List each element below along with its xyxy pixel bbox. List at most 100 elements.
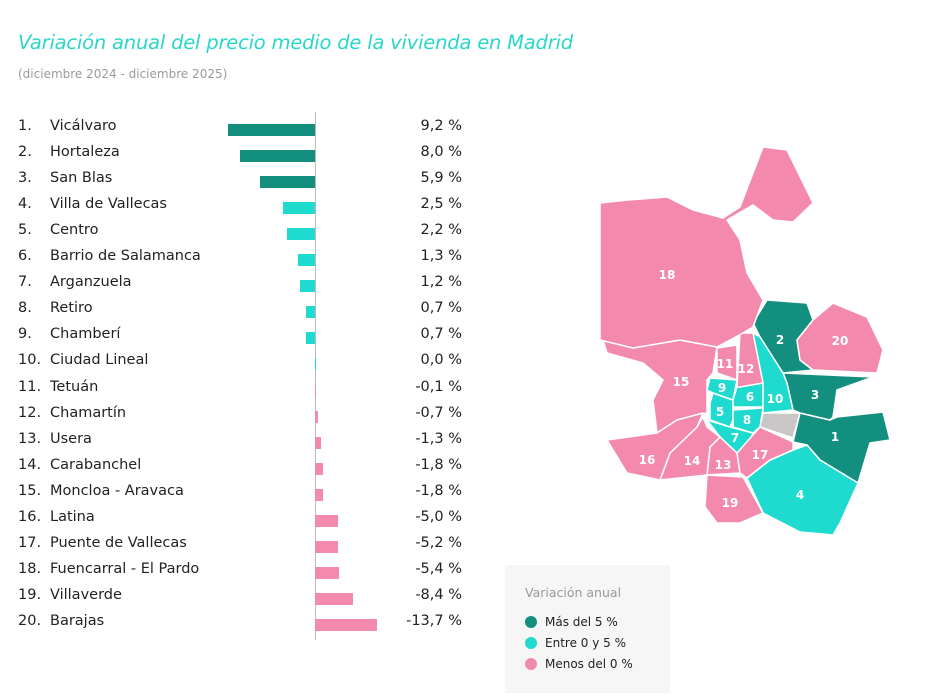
district-name: Arganzuela — [50, 274, 132, 291]
chart-title: Variación anual del precio medio de la v… — [18, 31, 573, 54]
district-11 — [716, 344, 738, 381]
legend-dot-icon — [525, 658, 537, 670]
district-name: Centro — [50, 222, 99, 239]
district-number-label: 6 — [746, 390, 754, 404]
rank: 14. — [18, 456, 42, 473]
value-label: -8,4 % — [415, 586, 462, 603]
rank: 7. — [18, 274, 32, 291]
legend-dot-icon — [525, 637, 537, 649]
rank: 5. — [18, 222, 32, 239]
ranking-row: 14. Carabanchel -1,8 % — [0, 457, 480, 483]
district-name: Ciudad Lineal — [50, 352, 149, 369]
district-number-label: 18 — [659, 268, 676, 282]
bar — [315, 410, 319, 423]
bar — [305, 306, 315, 319]
bar — [259, 176, 315, 189]
district-name: Retiro — [50, 300, 93, 317]
ranking-row: 18. Fuencarral - El Pardo -5,4 % — [0, 561, 480, 587]
chart-subtitle: (diciembre 2024 - diciembre 2025) — [18, 67, 228, 81]
ranking-row: 7. Arganzuela 1,2 % — [0, 274, 480, 300]
district-number-label: 19 — [722, 496, 739, 510]
ranking-row: 2. Hortaleza 8,0 % — [0, 144, 480, 170]
value-label: -0,7 % — [415, 404, 462, 421]
rank: 1. — [18, 118, 32, 134]
legend-dot-icon — [525, 616, 537, 628]
rank: 3. — [18, 170, 32, 187]
rank: 2. — [18, 144, 32, 161]
rank: 16. — [18, 508, 42, 525]
value-label: -5,0 % — [415, 508, 462, 525]
district-name: Fuencarral - El Pardo — [50, 560, 200, 577]
value-label: 2,2 % — [420, 222, 462, 239]
bar — [298, 254, 315, 267]
district-name: Chamartín — [50, 404, 127, 421]
district-number-label: 12 — [738, 362, 755, 376]
zero-axis-line — [315, 112, 316, 640]
value-label: 0,7 % — [420, 326, 462, 343]
legend: Variación anual Más del 5 % Entre 0 y 5 … — [505, 565, 670, 693]
rank: 10. — [18, 352, 42, 369]
legend-title: Variación anual — [525, 585, 622, 600]
bar — [315, 618, 377, 631]
rank: 4. — [18, 196, 32, 213]
district-18 — [599, 146, 814, 349]
district-number-label: 1 — [831, 430, 839, 444]
district-name: Moncloa - Aravaca — [50, 482, 184, 499]
district-number-label: 16 — [639, 453, 656, 467]
rank: 12. — [18, 404, 42, 421]
district-name: Carabanchel — [50, 456, 142, 473]
district-name: Tetuán — [50, 378, 99, 395]
district-number-label: 3 — [811, 388, 819, 402]
value-label: -1,3 % — [415, 430, 462, 447]
legend-item-entre-0-5: Entre 0 y 5 % — [525, 636, 626, 650]
rank: 18. — [18, 560, 42, 577]
value-label: -13,7 % — [406, 612, 462, 629]
rank: 19. — [18, 586, 42, 603]
ranking-row: 13. Usera -1,3 % — [0, 431, 480, 457]
district-17 — [736, 426, 794, 479]
bar — [286, 228, 315, 241]
ranking-row: 17. Puente de Vallecas -5,2 % — [0, 535, 480, 561]
rank: 15. — [18, 482, 42, 499]
bar — [299, 280, 315, 293]
value-label: 0,7 % — [420, 300, 462, 317]
value-label: -1,8 % — [415, 456, 462, 473]
bar — [305, 332, 315, 345]
district-number-label: 9 — [718, 381, 726, 395]
district-number-label: 13 — [715, 458, 732, 472]
ranking-row: 19. Villaverde -8,4 % — [0, 587, 480, 613]
legend-item-menos-0: Menos del 0 % — [525, 657, 633, 671]
bar — [315, 436, 321, 449]
district-number-label: 7 — [731, 431, 739, 445]
district-19 — [704, 474, 764, 524]
district-20 — [796, 302, 884, 374]
district-12 — [736, 332, 764, 388]
rank: 8. — [18, 300, 32, 317]
ranking-row: 5. Centro 2,2 % — [0, 222, 480, 248]
rank: 6. — [18, 248, 32, 265]
district-number-label: 15 — [673, 375, 690, 389]
district-name: Puente de Vallecas — [50, 534, 187, 551]
legend-label: Menos del 0 % — [545, 657, 633, 671]
bar — [228, 124, 315, 136]
district-number-label: 20 — [832, 334, 849, 348]
district-number-label: 14 — [684, 454, 701, 468]
ranking-row: 1. Vicálvaro 9,2 % — [0, 118, 480, 144]
district-number-label: 10 — [767, 392, 784, 406]
ranking-row: 3. San Blas 5,9 % — [0, 170, 480, 196]
district-name: Barrio de Salamanca — [50, 248, 201, 265]
district-name: Villa de Vallecas — [50, 196, 167, 213]
ranking-row: 9. Chamberí 0,7 % — [0, 326, 480, 352]
ranking-row: 4. Villa de Vallecas 2,5 % — [0, 196, 480, 222]
district-16 — [606, 412, 704, 481]
value-label: -1,8 % — [415, 482, 462, 499]
bar — [315, 514, 338, 527]
ranking-row: 11. Tetuán -0,1 % — [0, 379, 480, 405]
legend-item-mas-5: Más del 5 % — [525, 615, 618, 629]
rank: 20. — [18, 612, 42, 629]
district-name: Hortaleza — [50, 144, 120, 161]
rank: 11. — [18, 378, 42, 395]
district-number-label: 11 — [717, 357, 734, 371]
